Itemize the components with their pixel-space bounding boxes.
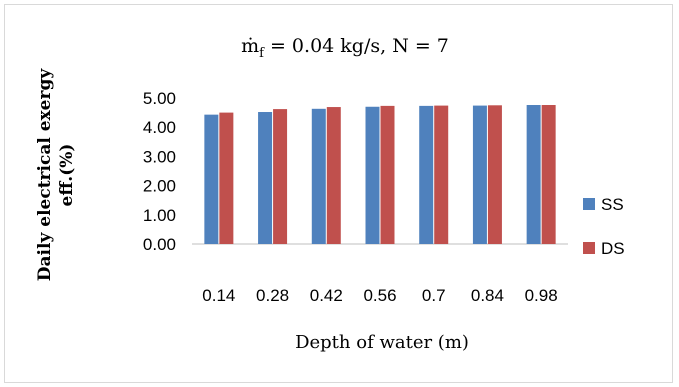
x-tick-label: 0.42 <box>310 286 343 305</box>
bar-ds-0.7 <box>434 105 449 244</box>
bar-ss-0.7 <box>419 105 434 244</box>
bar-ds-0.98 <box>541 105 556 245</box>
y-tick-label: 3.00 <box>143 147 176 166</box>
bars <box>204 105 556 245</box>
x-tick-label: 0.56 <box>363 286 396 305</box>
bar-ds-0.28 <box>273 109 288 244</box>
y-tick-label: 2.00 <box>143 177 176 196</box>
legend-label-ss: SS <box>601 195 624 214</box>
bar-ss-0.28 <box>258 112 273 245</box>
y-axis-title-line2: eff.(%) <box>57 144 77 207</box>
title-rest: = 0.04 kg/s, N = 7 <box>264 35 449 57</box>
bar-ds-0.84 <box>487 105 502 244</box>
title-m: ṁ <box>241 35 259 57</box>
x-tick-labels: 0.14 0.28 0.42 0.56 0.7 0.84 0.98 <box>202 286 557 305</box>
x-tick-label: 0.14 <box>202 286 235 305</box>
x-tick-label: 0.84 <box>471 286 504 305</box>
bar-ss-0.42 <box>311 108 326 244</box>
y-tick-label: 4.00 <box>143 118 176 137</box>
bar-ss-0.56 <box>365 106 380 244</box>
x-tick-label: 0.28 <box>256 286 289 305</box>
bar-ds-0.42 <box>326 107 341 244</box>
legend: SS DS <box>583 195 625 258</box>
y-tick-label: 5.00 <box>143 89 176 108</box>
legend-swatch-ds <box>583 242 595 254</box>
legend-label-ds: DS <box>601 239 625 258</box>
chart-title: ṁf = 0.04 kg/s, N = 7 <box>241 35 449 61</box>
bar-ss-0.14 <box>204 114 219 244</box>
y-tick-label: 1.00 <box>143 206 176 225</box>
y-axis-title-line1: Daily electrical exergy <box>35 68 55 282</box>
x-tick-label: 0.7 <box>422 286 446 305</box>
y-tick-label: 0.00 <box>143 235 176 254</box>
y-tick-labels: 0.00 1.00 2.00 3.00 4.00 5.00 <box>143 89 176 254</box>
bar-ss-0.98 <box>526 105 541 245</box>
title-subscript: f <box>259 46 265 61</box>
x-axis-title: Depth of water (m) <box>295 332 469 353</box>
legend-swatch-ss <box>583 198 595 210</box>
bar-ss-0.84 <box>472 105 487 244</box>
bar-ds-0.14 <box>219 112 234 244</box>
x-tick-label: 0.98 <box>525 286 558 305</box>
bar-ds-0.56 <box>380 105 395 244</box>
y-axis-title: Daily electrical exergy eff.(%) <box>35 68 77 282</box>
